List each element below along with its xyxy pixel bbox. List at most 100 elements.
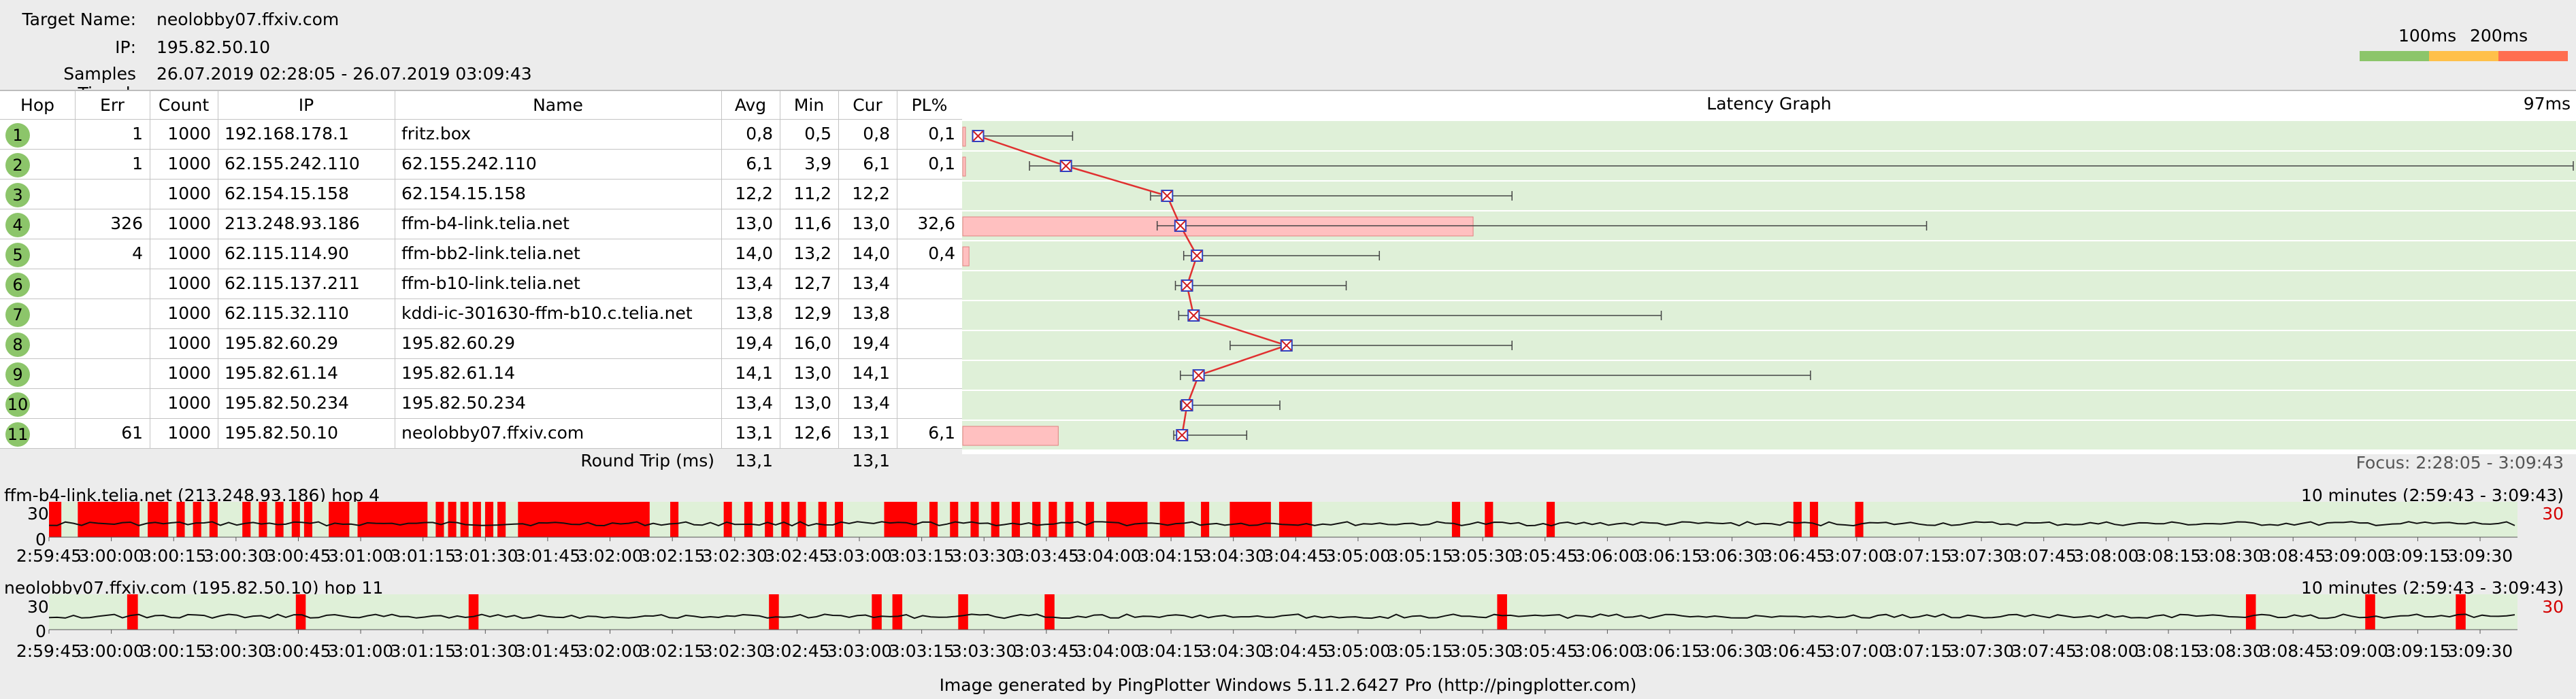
packet-loss-marker (1106, 502, 1148, 537)
packet-loss-marker (1546, 502, 1555, 537)
time-tick-label: 3:05:30 (1450, 546, 1515, 566)
scale-bar-mid (2429, 51, 2498, 61)
hop-number-badge: 9 (5, 362, 30, 387)
hop-cell: 9 (0, 359, 75, 388)
time-tick-label: 3:04:30 (1201, 641, 1266, 661)
name-cell: ffm-b10-link.telia.net (401, 273, 580, 293)
pl-cell (897, 359, 962, 388)
time-tick-label: 3:01:00 (328, 546, 393, 566)
time-tick-label: 3:07:45 (2011, 641, 2077, 661)
table-row[interactable]: 9 1000 195.82.61.14 195.82.61.14 14,1 13,0 14,… (0, 359, 962, 389)
packet-loss-marker (291, 502, 300, 537)
table-row[interactable]: 8 1000 195.82.60.29 195.82.60.29 19,4 16,0 19,… (0, 329, 962, 359)
column-header-avg[interactable]: Avg (734, 95, 767, 115)
avg-cell: 19,4 (735, 333, 773, 353)
min-cell: 13,2 (793, 243, 831, 263)
time-graph-svg: 2:59:453:00:003:00:153:00:303:00:453:01:… (16, 594, 2517, 661)
time-tick-label: 3:00:15 (141, 546, 206, 566)
time-tick-label: 3:05:15 (1387, 641, 1453, 661)
hop-cell: 8 (0, 329, 75, 358)
column-header-hop[interactable]: Hop (20, 95, 54, 115)
column-header-count[interactable]: Count (158, 95, 210, 115)
name-cell: 195.82.60.29 (401, 333, 515, 353)
err-cell: 1 (132, 154, 143, 173)
time-graph-hop-11[interactable]: neolobby07.ffxiv.com (195.82.50.10) hop … (0, 577, 2576, 672)
column-header-cur[interactable]: Cur (853, 95, 882, 115)
packet-loss-marker (2245, 594, 2256, 630)
ip-cell: 195.82.50.234 (225, 393, 349, 413)
err-cell (75, 359, 150, 388)
err-cell: 61 (121, 423, 143, 443)
packet-loss-marker (1497, 594, 1507, 630)
count-cell: 1000 (167, 363, 211, 383)
packet-loss-marker (357, 502, 428, 537)
column-header-name[interactable]: Name (533, 95, 583, 115)
column-header-min[interactable]: Min (793, 95, 825, 115)
table-row[interactable]: 11 61 1000 195.82.50.10 neolobby07.ffxiv.com… (0, 419, 962, 449)
cur-cell: 13,0 (852, 214, 890, 233)
time-tick-label: 3:01:15 (391, 546, 456, 566)
round-trip-avg: 13,1 (735, 451, 773, 471)
pl-cell (897, 299, 962, 328)
time-tick-label: 3:04:00 (1076, 546, 1141, 566)
time-tick-label: 3:06:00 (1574, 546, 1640, 566)
table-row[interactable]: 1 1 1000 192.168.178.1 fritz.box 0,8 0,5 0,8 0,1 (0, 120, 962, 150)
column-header-pl[interactable]: PL% (911, 95, 948, 115)
marker-cross (1188, 310, 1200, 321)
pl-cell: 32,6 (917, 214, 955, 233)
table-row[interactable]: 6 1000 62.115.137.211 ffm-b10-link.telia.ne… (0, 269, 962, 299)
packet-loss-marker (950, 502, 959, 537)
marker-cross (1281, 340, 1292, 351)
packet-loss-marker (970, 502, 979, 537)
time-tick-label: 3:00:30 (203, 546, 269, 566)
table-row[interactable]: 4 326 1000 213.248.93.186 ffm-b4-link.telia.… (0, 209, 962, 239)
time-tick-label: 3:00:45 (265, 546, 331, 566)
cur-cell: 14,0 (852, 243, 890, 263)
avg-cell: 13,8 (735, 303, 773, 323)
y-axis-zero-label: 0 (35, 621, 46, 641)
ip-cell: 62.154.15.158 (225, 184, 349, 203)
packet-loss-marker (518, 502, 650, 537)
time-tick-label: 3:08:45 (2260, 641, 2326, 661)
err-cell (75, 269, 150, 299)
packet-loss-marker (242, 502, 251, 537)
packet-loss-marker (670, 502, 679, 537)
time-tick-label: 3:04:30 (1201, 546, 1266, 566)
name-cell: 195.82.61.14 (401, 363, 515, 383)
time-tick-label: 3:07:00 (1824, 641, 1889, 661)
packet-loss-marker (1032, 502, 1041, 537)
table-row[interactable]: 3 1000 62.154.15.158 62.154.15.158 12,2 11,2 1… (0, 180, 962, 209)
packet-loss-marker (303, 502, 312, 537)
packet-loss-marker (1855, 502, 1864, 537)
avg-cell: 14,0 (735, 243, 773, 263)
time-tick-label: 3:08:15 (2136, 641, 2201, 661)
packet-loss-marker (435, 502, 444, 537)
packet-loss-marker (723, 502, 732, 537)
latency-graph[interactable]: Latency Graph 97ms (962, 90, 2576, 454)
time-tick-label: 3:00:30 (203, 641, 269, 661)
ip-cell: 62.115.32.110 (225, 303, 349, 323)
time-tick-label: 3:09:15 (2385, 546, 2450, 566)
packet-loss-marker (295, 594, 306, 630)
right-max-label: 30 (2542, 597, 2564, 617)
col-divider (838, 91, 839, 449)
min-cell: 13,0 (793, 393, 831, 413)
time-tick-label: 3:02:45 (764, 641, 829, 661)
time-tick-label: 3:08:00 (2073, 546, 2139, 566)
column-header-err[interactable]: Err (100, 95, 125, 115)
table-row[interactable]: 10 1000 195.82.50.234 195.82.50.234 13,4 13,0… (0, 389, 962, 419)
table-row[interactable]: 2 1 1000 62.155.242.110 62.155.242.110 6,1 3,9… (0, 150, 962, 180)
cur-cell: 14,1 (852, 363, 890, 383)
time-tick-label: 3:06:45 (1762, 546, 1827, 566)
ip-label: IP: (115, 37, 136, 57)
time-tick-label: 2:59:45 (16, 641, 82, 661)
column-header-ip[interactable]: IP (298, 95, 314, 115)
table-row[interactable]: 7 1000 62.115.32.110 kddi-ic-301630-ffm-b10… (0, 299, 962, 329)
table-row[interactable]: 5 4 1000 62.115.114.90 ffm-bb2-link.telia.ne… (0, 239, 962, 269)
name-cell: 62.155.242.110 (401, 154, 537, 173)
time-tick-label: 3:02:00 (577, 641, 642, 661)
min-cell: 11,6 (793, 214, 831, 233)
hop-number-badge: 7 (5, 303, 30, 327)
table-header-row: Hop Err Count IP Name Avg Min Cur PL% (0, 91, 962, 120)
time-graph-hop-4[interactable]: ffm-b4-link.telia.net (213.248.93.186) h… (0, 481, 2576, 577)
